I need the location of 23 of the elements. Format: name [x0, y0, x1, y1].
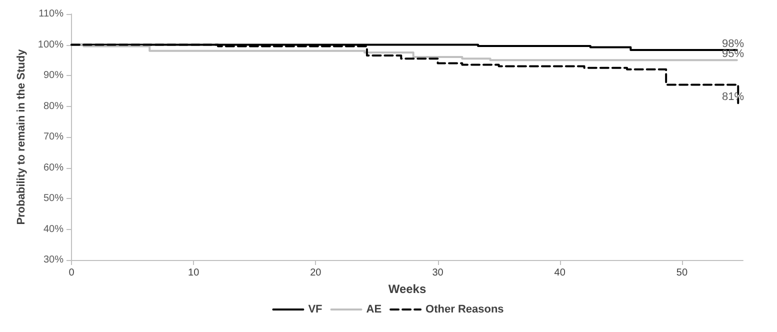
x-tick-label: 50 — [676, 268, 688, 278]
y-tick-label: 50% — [43, 193, 64, 204]
y-tick-label: 110% — [38, 8, 64, 20]
y-tick-label: 90% — [43, 70, 64, 81]
legend-label: Other Reasons — [426, 304, 504, 316]
x-tick-label: 10 — [188, 268, 200, 278]
y-tick-label: 30% — [43, 254, 64, 266]
y-axis-title: Probability to remain in the Study — [16, 48, 28, 225]
x-axis-title: Weeks — [388, 282, 426, 296]
y-tick-label: 40% — [43, 224, 64, 235]
y-tick-label: 100% — [38, 39, 64, 50]
annotation: 98% — [722, 38, 744, 50]
x-tick-label: 30 — [432, 268, 444, 278]
annotation: 95% — [722, 48, 744, 60]
legend-label: AE — [366, 304, 382, 316]
x-tick-label: 20 — [310, 268, 322, 278]
legend-label: VF — [308, 304, 323, 316]
y-tick-label: 80% — [43, 100, 64, 112]
x-tick-label: 0 — [68, 268, 75, 278]
annotation: 81% — [722, 91, 744, 104]
y-tick-label: 60% — [43, 162, 64, 174]
y-tick-label: 70% — [43, 132, 64, 142]
x-tick-label: 40 — [554, 268, 566, 278]
